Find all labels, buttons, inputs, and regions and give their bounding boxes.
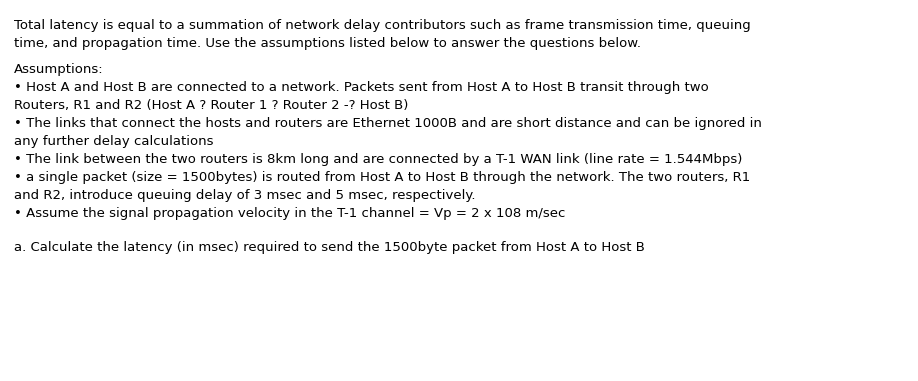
Text: Total latency is equal to a summation of network delay contributors such as fram: Total latency is equal to a summation of…	[14, 19, 751, 32]
Text: • The link between the two routers is 8km long and are connected by a T-1 WAN li: • The link between the two routers is 8k…	[14, 153, 743, 166]
Text: • Host A and Host B are connected to a network. Packets sent from Host A to Host: • Host A and Host B are connected to a n…	[14, 81, 709, 94]
Text: • Assume the signal propagation velocity in the T-1 channel = Vp = 2 x 108 m/sec: • Assume the signal propagation velocity…	[14, 207, 565, 220]
Text: a. Calculate the latency (in msec) required to send the 1500byte packet from Hos: a. Calculate the latency (in msec) requi…	[14, 241, 644, 254]
Text: Routers, R1 and R2 (Host A ? Router 1 ? Router 2 -? Host B): Routers, R1 and R2 (Host A ? Router 1 ? …	[14, 99, 409, 112]
Text: any further delay calculations: any further delay calculations	[14, 135, 214, 148]
Text: • a single packet (size = 1500bytes) is routed from Host A to Host B through the: • a single packet (size = 1500bytes) is …	[14, 171, 750, 184]
Text: time, and propagation time. Use the assumptions listed below to answer the quest: time, and propagation time. Use the assu…	[14, 37, 641, 50]
Text: and R2, introduce queuing delay of 3 msec and 5 msec, respectively.: and R2, introduce queuing delay of 3 mse…	[14, 189, 476, 202]
Text: • The links that connect the hosts and routers are Ethernet 1000B and are short : • The links that connect the hosts and r…	[14, 117, 762, 130]
Text: Assumptions:: Assumptions:	[14, 63, 104, 76]
